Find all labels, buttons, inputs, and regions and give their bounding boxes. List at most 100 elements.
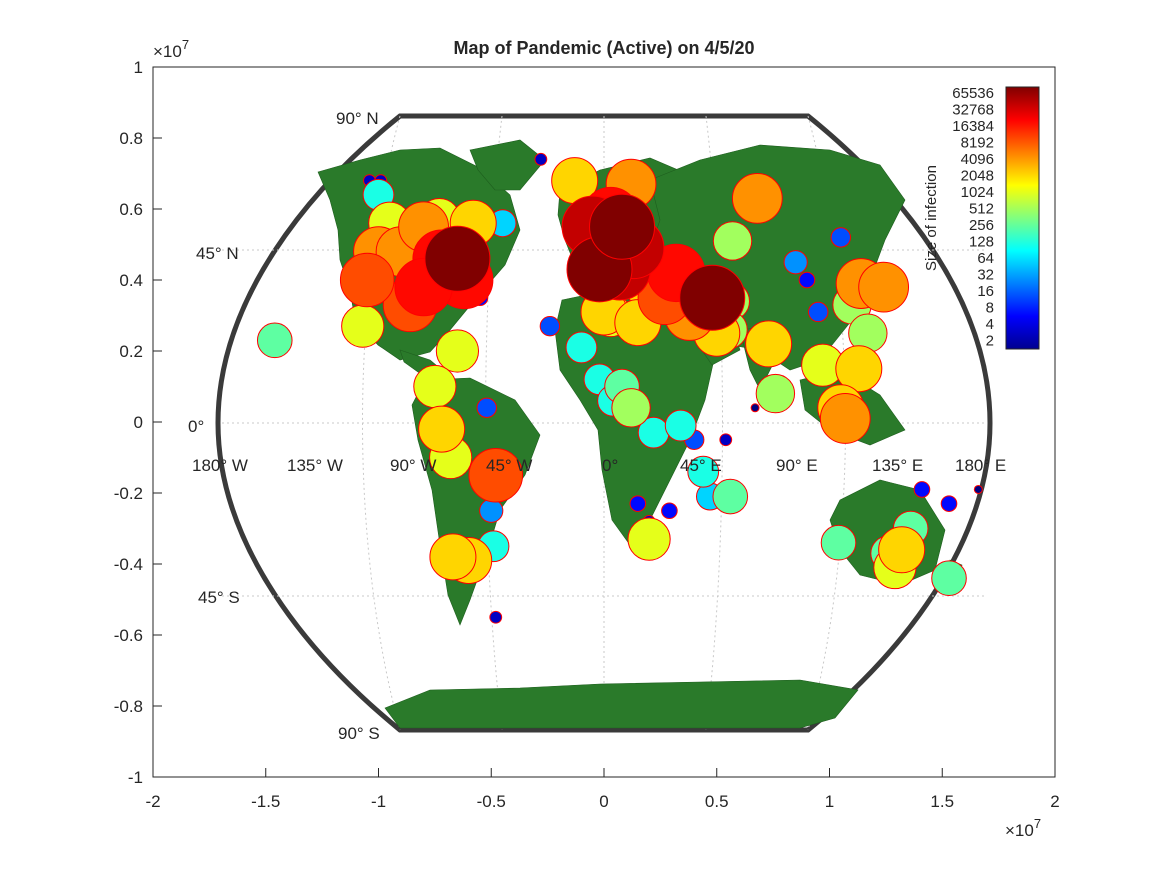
x-tick-label: 2 (1050, 792, 1059, 811)
lon-labels: 180° W 135° W 90° W 45° W 0° 45° E 90° E… (192, 456, 1006, 475)
y-exponent-power: 7 (182, 37, 189, 52)
lon-label-180w: 180° W (192, 456, 248, 475)
infection-marker (424, 225, 491, 292)
x-tick-label: 0.5 (705, 792, 729, 811)
y-tick-label: 0.2 (119, 342, 143, 361)
infection-marker (479, 498, 504, 523)
x-tick-label: 1.5 (930, 792, 954, 811)
y-exponent-base: ×10 (153, 42, 182, 61)
y-tick-label: 0.6 (119, 200, 143, 219)
infection-marker (468, 447, 524, 503)
infection-marker (731, 172, 783, 224)
infection-marker (341, 304, 385, 348)
infection-marker (339, 252, 395, 308)
infection-marker (820, 524, 857, 561)
lat-label-90s: 90° S (338, 724, 380, 743)
infection-marker (858, 261, 910, 313)
colorbar-tick-label: 4 (986, 316, 994, 333)
colorbar: 6553632768163848192409620481024512256128… (923, 85, 1040, 350)
x-tick-label: -2 (145, 792, 160, 811)
colorbar-tick-label: 256 (969, 217, 994, 234)
infection-marker (712, 221, 753, 261)
infection-marker (476, 397, 497, 418)
infection-marker (712, 478, 749, 515)
antarctica (384, 679, 859, 729)
infection-marker (719, 433, 733, 447)
chart-title: Map of Pandemic (Active) on 4/5/20 (453, 38, 754, 58)
colorbar-tick-label: 2 (986, 333, 994, 350)
x-tick-label: -0.5 (477, 792, 506, 811)
y-tick-label: -0.2 (114, 484, 143, 503)
x-exponent-power: 7 (1034, 816, 1041, 831)
infection-marker (627, 517, 671, 561)
colorbar-gradient (1005, 86, 1040, 350)
infection-marker (835, 345, 883, 393)
x-tick-label: 0 (599, 792, 608, 811)
infection-marker (418, 405, 466, 453)
infection-marker (973, 484, 983, 494)
infection-marker (489, 610, 503, 624)
lon-label-135e: 135° E (872, 456, 923, 475)
map-area (215, 113, 993, 733)
infection-marker (539, 315, 561, 337)
lat-labels: 90° N 45° N 0° 45° S 90° S (188, 109, 380, 743)
y-tick-label: 0.4 (119, 271, 143, 290)
greenland (469, 139, 546, 191)
colorbar-label: Size of infection (923, 165, 940, 271)
infection-marker (819, 393, 871, 444)
infection-marker (256, 322, 293, 359)
infection-marker (687, 455, 720, 488)
infection-marker (745, 320, 793, 368)
colorbar-tick-label: 8 (986, 300, 994, 317)
colorbar-tick-label: 128 (969, 234, 994, 251)
lon-label-90e: 90° E (776, 456, 818, 475)
lon-label-45e: 45° E (680, 456, 722, 475)
y-axis-ticks: 1 0.8 0.6 0.4 0.2 0 -0.2 -0.4 -0.6 -0.8 -1 (114, 58, 162, 787)
infection-marker (534, 152, 548, 166)
y-tick-label: 0.8 (119, 129, 143, 148)
colorbar-tick-label: 4096 (961, 151, 994, 168)
infection-marker (913, 481, 931, 498)
infection-marker (413, 364, 457, 409)
colorbar-tick-label: 2048 (961, 168, 994, 185)
lat-label-90n: 90° N (336, 109, 379, 128)
colorbar-tick-label: 16 (977, 283, 994, 300)
lon-label-0: 0° (602, 456, 618, 475)
lat-label-0: 0° (188, 417, 204, 436)
infection-marker (629, 495, 647, 512)
y-tick-label: -0.6 (114, 626, 143, 645)
colorbar-tick-label: 64 (977, 250, 994, 267)
lon-label-135w: 135° W (287, 456, 343, 475)
infection-marker (661, 502, 678, 520)
infection-marker (940, 495, 958, 512)
x-tick-label: -1 (371, 792, 386, 811)
colorbar-tick-label: 32 (977, 267, 994, 284)
x-axis-ticks: -2 -1.5 -1 -0.5 0 0.5 1 1.5 2 (145, 768, 1060, 811)
lon-label-45w: 45° W (486, 456, 532, 475)
infection-marker (808, 301, 829, 323)
lon-label-180e: 180° E (955, 456, 1006, 475)
colorbar-tick-label: 32768 (952, 102, 994, 119)
y-exponent-label: ×107 (153, 37, 189, 61)
x-tick-label: 1 (825, 792, 834, 811)
infection-marker (611, 388, 651, 428)
infection-marker (931, 560, 967, 597)
infection-marker (750, 403, 760, 413)
infection-marker (878, 526, 926, 574)
colorbar-tick-label: 8192 (961, 135, 994, 152)
infection-marker (679, 264, 746, 331)
lon-label-90w: 90° W (390, 456, 436, 475)
y-tick-label: 0 (134, 413, 143, 432)
infection-marker (755, 373, 796, 414)
x-exponent-base: ×10 (1005, 821, 1034, 840)
infection-marker (429, 533, 477, 581)
y-tick-label: -1 (128, 768, 143, 787)
y-tick-label: 1 (134, 58, 143, 77)
x-exponent-label: ×107 (1005, 816, 1041, 840)
infection-marker (664, 409, 697, 442)
infection-marker (798, 271, 816, 289)
lat-label-45s: 45° S (198, 588, 240, 607)
colorbar-ticks: 6553632768163848192409620481024512256128… (952, 85, 994, 350)
x-tick-label: -1.5 (251, 792, 280, 811)
